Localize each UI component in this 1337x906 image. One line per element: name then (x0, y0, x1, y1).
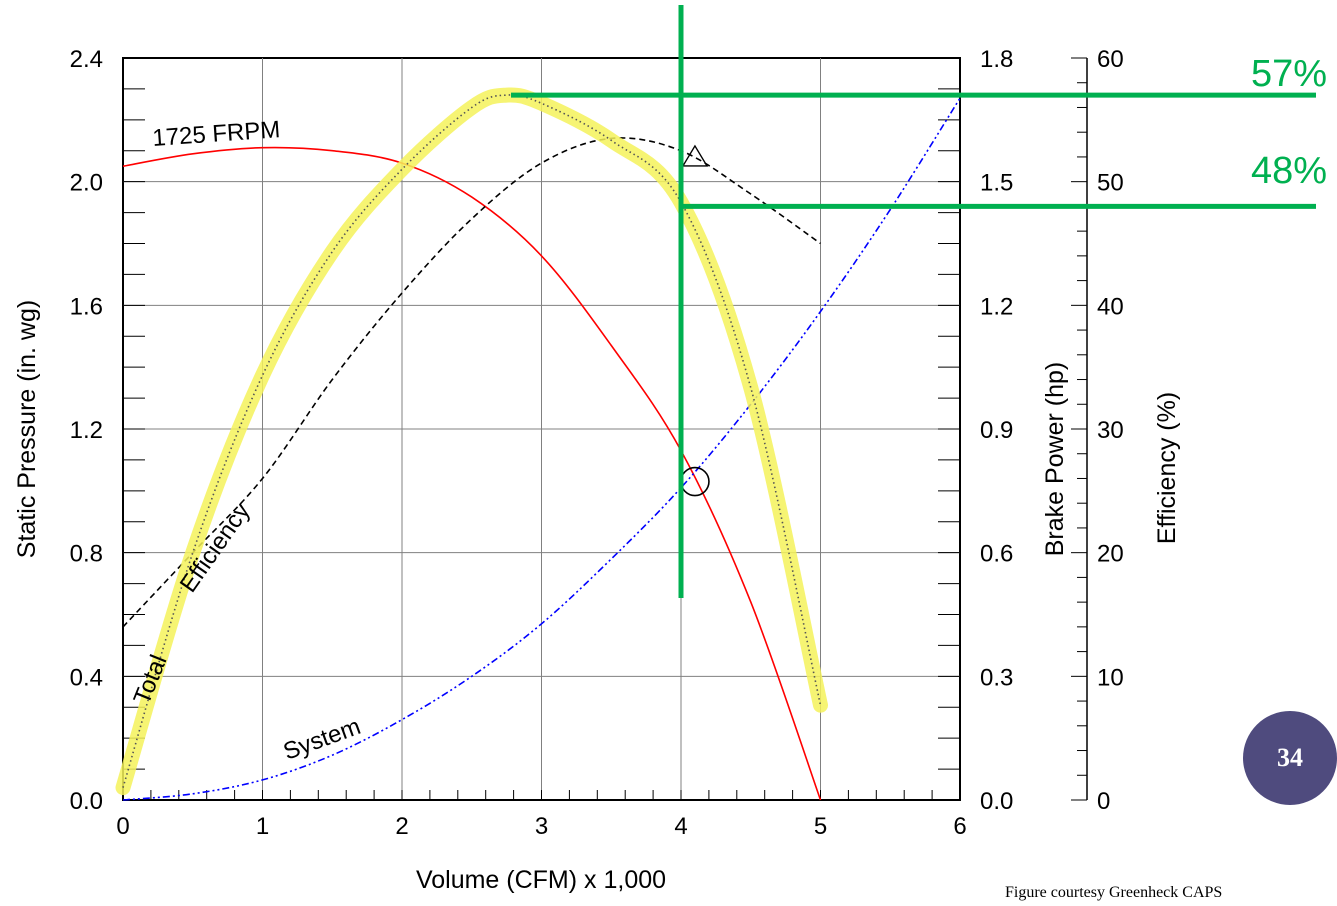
y3-tick-label: 50 (1097, 170, 1124, 197)
x-tick-label: 2 (395, 813, 408, 840)
y-tick-label: 2.0 (70, 170, 103, 197)
x-tick-label: 1 (256, 813, 269, 840)
x-axis-title: Volume (CFM) x 1,000 (416, 866, 666, 894)
system-label: System (280, 713, 364, 766)
y3-axis-title: Efficiency (%) (1153, 392, 1181, 544)
brake-power-highlight (115, 87, 828, 796)
y3-tick-label: 10 (1097, 664, 1124, 691)
y2-tick-label: 1.5 (980, 170, 1013, 197)
x-tick-label: 3 (535, 813, 548, 840)
y2-tick-label: 1.8 (980, 46, 1013, 73)
page-number-badge: 34 (1243, 711, 1337, 805)
y-tick-label: 1.6 (70, 293, 103, 320)
y3-tick-label: 20 (1097, 541, 1124, 568)
x-tick-labels: 0 1 2 3 4 5 6 (116, 813, 966, 840)
y-tick-label: 1.2 (70, 417, 103, 444)
total-label: Total (129, 651, 173, 708)
y-axis-title: Static Pressure (in. wg) (13, 300, 41, 558)
series-line-efficiency (122, 137, 821, 628)
minor-ticks (123, 88, 960, 800)
series-line-system (122, 97, 961, 801)
brake-power-line (122, 94, 822, 788)
y2-tick-label: 0.3 (980, 664, 1013, 691)
y3-tick-label: 0 (1097, 788, 1110, 815)
markers (511, 5, 1316, 598)
efficiency-axis: 0 10 20 30 40 50 60 (1071, 46, 1124, 815)
y3-tick-label: 40 (1097, 293, 1124, 320)
y3-tick-label: 30 (1097, 417, 1124, 444)
y-tick-label: 0.8 (70, 541, 103, 568)
series-layer (115, 87, 961, 801)
x-tick-label: 6 (953, 813, 966, 840)
y2-axis-title: Brake Power (hp) (1041, 362, 1069, 557)
rpm-label: 1725 FRPM (152, 116, 282, 152)
y3-tick-label: 60 (1097, 46, 1124, 73)
y-tick-label: 0.0 (70, 788, 103, 815)
x-tick-label: 4 (674, 813, 687, 840)
efficiency-point-marker (681, 144, 709, 167)
brake-power-axis: 0.0 0.3 0.6 0.9 1.2 1.5 1.8 (980, 46, 1013, 815)
operating-point-marker (680, 466, 710, 497)
y-tick-labels: 0.0 0.4 0.8 1.2 1.6 2.0 2.4 (70, 46, 103, 815)
y-tick-label: 2.4 (70, 46, 103, 73)
efficiency-48-label: 48% (1251, 150, 1327, 192)
y2-tick-label: 0.6 (980, 541, 1013, 568)
x-tick-label: 0 (116, 813, 129, 840)
y2-tick-label: 0.0 (980, 788, 1013, 815)
y-tick-label: 0.4 (70, 664, 103, 691)
efficiency-57-label: 57% (1251, 53, 1327, 95)
grid (123, 58, 960, 800)
y2-tick-label: 1.2 (980, 293, 1013, 320)
x-tick-label: 5 (814, 813, 827, 840)
figure-credit: Figure courtesy Greenheck CAPS (1005, 884, 1223, 901)
y2-tick-label: 0.9 (980, 417, 1013, 444)
series-line-pressure (122, 146, 822, 801)
